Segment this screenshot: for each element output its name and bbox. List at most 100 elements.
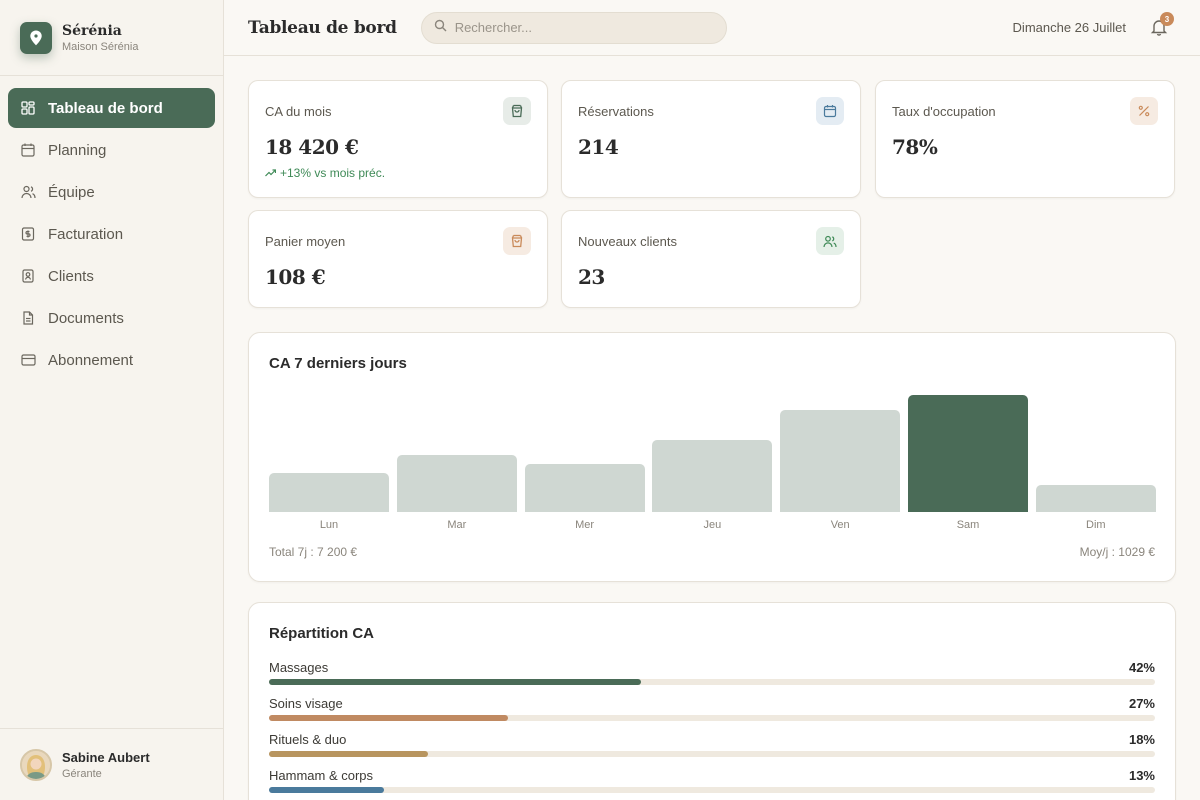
breakdown-track bbox=[269, 787, 1155, 793]
kpi-value: 23 bbox=[578, 265, 605, 289]
user-profile[interactable]: Sabine Aubert Gérante bbox=[0, 728, 223, 800]
kpi-value: 78% bbox=[892, 135, 938, 159]
breakdown-label: Soins visage bbox=[269, 696, 343, 711]
sidebar-item-dashboard[interactable]: Tableau de bord bbox=[8, 88, 215, 128]
breakdown-label: Hammam & corps bbox=[269, 768, 374, 783]
chart-bar[interactable] bbox=[1035, 485, 1156, 512]
kpi-value: 18 420 € bbox=[265, 135, 359, 159]
notification-count-badge: 3 bbox=[1160, 12, 1174, 26]
sidebar-item-label: Équipe bbox=[48, 183, 95, 201]
chart-total: Total 7j : 7 200 € bbox=[269, 545, 358, 559]
sidebar-item-billing[interactable]: Facturation bbox=[8, 214, 215, 254]
chart-title: CA 7 derniers jours bbox=[269, 355, 407, 372]
current-date: Dimanche 26 Juillet bbox=[1012, 20, 1126, 35]
chart-tick-label: Mer bbox=[575, 519, 595, 531]
dashboard-icon bbox=[20, 100, 36, 116]
sidebar-item-label: Documents bbox=[48, 309, 124, 327]
calendar-icon bbox=[816, 97, 844, 125]
team-icon bbox=[20, 184, 36, 200]
chart-tick-label: Sam bbox=[956, 519, 980, 531]
user-name: Sabine Aubert bbox=[62, 749, 150, 765]
sidebar-item-subscription[interactable]: Abonnement bbox=[8, 340, 215, 380]
breakdown-track bbox=[269, 751, 1155, 757]
contact-icon bbox=[20, 268, 36, 284]
breakdown-row: Hammam & corps 13% bbox=[269, 768, 1155, 800]
sidebar-item-label: Planning bbox=[48, 141, 107, 159]
kpi-card-average-basket[interactable]: Panier moyen 108 € bbox=[248, 210, 548, 308]
kpi-label: CA du mois bbox=[265, 104, 332, 119]
breakdown-track bbox=[269, 679, 1155, 685]
chart-bar[interactable] bbox=[269, 473, 389, 512]
sidebar-item-label: Clients bbox=[48, 267, 94, 285]
brand: Sérénia Maison Sérénia bbox=[0, 0, 223, 76]
sidebar: Sérénia Maison Sérénia Tableau de bord P… bbox=[0, 0, 224, 800]
invoice-icon bbox=[20, 226, 36, 242]
breakdown-percent: 27% bbox=[1128, 696, 1155, 711]
breakdown-percent: 18% bbox=[1128, 732, 1155, 747]
sidebar-item-documents[interactable]: Documents bbox=[8, 298, 215, 338]
kpi-card-new-clients[interactable]: Nouveaux clients 23 bbox=[561, 210, 861, 308]
shopping-bag-icon bbox=[503, 97, 531, 125]
kpi-label: Taux d'occupation bbox=[892, 104, 996, 119]
breakdown-bar bbox=[269, 715, 509, 721]
kpi-value: 108 € bbox=[265, 265, 326, 289]
page-title: Tableau de bord bbox=[248, 17, 397, 38]
breakdown-track bbox=[269, 715, 1155, 721]
kpi-label: Panier moyen bbox=[265, 234, 346, 249]
sidebar-nav: Tableau de bord Planning Équipe Facturat… bbox=[0, 76, 223, 394]
breakdown-label: Rituels & duo bbox=[269, 732, 347, 747]
chart-tick-label: Dim bbox=[1086, 519, 1106, 531]
location-pin-icon bbox=[20, 21, 52, 54]
breakdown-percent: 42% bbox=[1128, 660, 1155, 675]
trend-up-icon bbox=[265, 169, 276, 177]
sidebar-item-planning[interactable]: Planning bbox=[8, 130, 215, 170]
kpi-delta: +13% vs mois préc. bbox=[265, 166, 385, 180]
search-input[interactable] bbox=[454, 20, 705, 35]
users-icon bbox=[816, 227, 844, 255]
avatar bbox=[20, 748, 52, 781]
chart-bar[interactable] bbox=[908, 395, 1028, 512]
kpi-card-reservations[interactable]: Réservations 214 bbox=[561, 80, 861, 198]
brand-name: Sérénia bbox=[62, 22, 122, 39]
topbar: Tableau de bord Dimanche 26 Juillet 3 bbox=[224, 0, 1200, 56]
breakdown-bar bbox=[269, 679, 642, 685]
chart-bar[interactable] bbox=[524, 464, 645, 512]
kpi-card-occupancy[interactable]: Taux d'occupation 78% bbox=[875, 80, 1175, 198]
calendar-icon bbox=[20, 142, 36, 158]
breakdown-label: Massages bbox=[269, 660, 329, 675]
sidebar-item-label: Facturation bbox=[48, 225, 124, 243]
kpi-label: Nouveaux clients bbox=[578, 234, 677, 249]
chart-bar[interactable] bbox=[396, 455, 517, 512]
breakdown-title: Répartition CA bbox=[269, 625, 374, 642]
search-icon bbox=[434, 19, 447, 37]
sidebar-item-clients[interactable]: Clients bbox=[8, 256, 215, 296]
user-role: Gérante bbox=[62, 767, 102, 780]
credit-card-icon bbox=[20, 352, 36, 368]
brand-subtitle: Maison Sérénia bbox=[62, 40, 139, 53]
chart-tick-label: Ven bbox=[830, 519, 850, 531]
document-icon bbox=[20, 310, 36, 326]
revenue-chart-card: CA 7 derniers jours Lun Mar Mer Jeu Ven Sam Di… bbox=[248, 332, 1176, 582]
breakdown-row: Rituels & duo 18% bbox=[269, 732, 1155, 766]
kpi-card-revenue[interactable]: CA du mois 18 420 € +13% vs mois préc. bbox=[248, 80, 548, 198]
sidebar-item-label: Tableau de bord bbox=[48, 99, 163, 117]
notifications-button[interactable]: 3 bbox=[1150, 12, 1174, 36]
chart-average: Moy/j : 1029 € bbox=[1079, 545, 1155, 559]
breakdown-row: Soins visage 27% bbox=[269, 696, 1155, 730]
breakdown-bar bbox=[269, 751, 429, 757]
chart-tick-label: Mar bbox=[447, 519, 467, 531]
breakdown-bar bbox=[269, 787, 385, 793]
chart-tick-label: Lun bbox=[319, 519, 339, 531]
chart-tick-label: Jeu bbox=[703, 519, 722, 531]
chart-bar[interactable] bbox=[652, 440, 773, 512]
revenue-breakdown-card: Répartition CA Massages 42% Soins visage 27… bbox=[248, 602, 1176, 800]
kpi-value: 214 bbox=[578, 135, 619, 159]
chart-bar[interactable] bbox=[780, 410, 901, 512]
breakdown-row: Massages 42% bbox=[269, 660, 1155, 694]
search-bar[interactable] bbox=[420, 11, 727, 44]
bar-chart bbox=[269, 395, 1156, 512]
kpi-label: Réservations bbox=[578, 104, 654, 119]
kpi-delta-text: +13% vs mois préc. bbox=[280, 166, 386, 180]
sidebar-item-team[interactable]: Équipe bbox=[8, 172, 215, 212]
shopping-bag-icon bbox=[503, 227, 531, 255]
